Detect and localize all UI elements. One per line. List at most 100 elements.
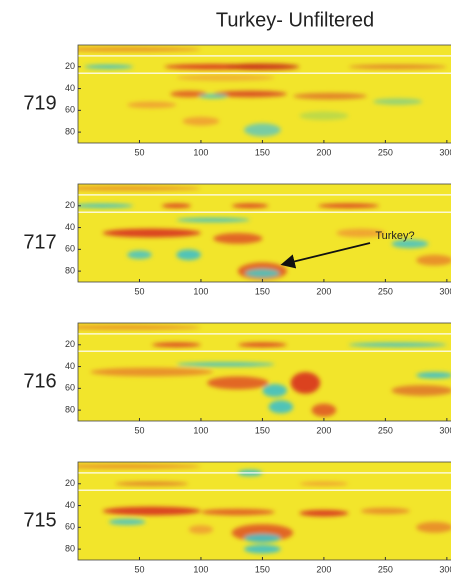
plot-frame <box>77 461 451 561</box>
heatmap-blob <box>78 47 201 52</box>
x-tick-label: 300 <box>439 564 451 574</box>
heatmap-blob <box>336 228 386 238</box>
y-tick-label: 20 <box>65 339 75 349</box>
heatmap-blob <box>102 506 201 516</box>
y-tick-label: 60 <box>65 383 75 393</box>
heatmap-blob <box>391 385 451 396</box>
x-tick-label: 250 <box>378 564 393 574</box>
heatmap-blob <box>176 362 275 367</box>
heatmap-blob <box>299 111 349 121</box>
y-tick-label: 20 <box>65 478 75 488</box>
heatmap-blob <box>317 203 380 208</box>
heatmap-blob <box>102 228 201 238</box>
y-tick-label: 80 <box>65 126 75 136</box>
heatmap-blob <box>299 509 349 517</box>
heatmap-blob <box>78 186 201 191</box>
heatmap-blob <box>78 203 134 208</box>
heatmap-blob <box>108 518 146 526</box>
heatmap-blob <box>176 249 201 261</box>
heatmap-blob <box>90 367 214 377</box>
plot-frame <box>77 322 451 422</box>
panel-label: 717 <box>23 231 56 253</box>
x-tick-label: 200 <box>316 425 331 435</box>
heatmap-blob <box>416 521 451 533</box>
x-tick-label: 50 <box>134 286 144 296</box>
y-tick-label: 20 <box>65 61 75 71</box>
heatmap-blob <box>207 376 269 390</box>
x-tick-label: 50 <box>134 425 144 435</box>
heatmap-blob <box>243 544 281 554</box>
x-tick-label: 150 <box>255 147 270 157</box>
figure-title: Turkey- Unfiltered <box>216 9 374 31</box>
heatmap-panel <box>78 323 451 421</box>
x-tick-label: 150 <box>255 564 270 574</box>
heatmap-blob <box>198 94 228 99</box>
y-tick-label: 40 <box>65 83 75 93</box>
x-tick-label: 200 <box>316 286 331 296</box>
x-tick-label: 300 <box>439 425 451 435</box>
y-tick-label: 20 <box>65 200 75 210</box>
y-tick-label: 80 <box>65 543 75 553</box>
x-tick-label: 250 <box>378 425 393 435</box>
heatmap-blob <box>213 233 263 244</box>
heatmap-texture <box>78 464 451 554</box>
x-tick-label: 250 <box>378 286 393 296</box>
heatmap-panel <box>78 45 451 143</box>
heatmap-blob <box>348 342 447 347</box>
x-tick-label: 300 <box>439 147 451 157</box>
heatmap-blob <box>114 481 189 486</box>
heatmap-blob <box>416 254 451 266</box>
x-tick-label: 150 <box>255 425 270 435</box>
y-tick-label: 80 <box>65 404 75 414</box>
x-tick-label: 50 <box>134 147 144 157</box>
x-tick-label: 100 <box>193 147 208 157</box>
heatmap-blob <box>391 239 429 249</box>
heatmap-blob <box>176 217 251 223</box>
y-tick-label: 40 <box>65 500 75 510</box>
x-tick-label: 250 <box>378 147 393 157</box>
heatmap-blob <box>225 63 300 71</box>
heatmap-blob <box>78 464 201 469</box>
y-tick-label: 60 <box>65 105 75 115</box>
heatmap-blob <box>243 533 281 543</box>
x-tick-label: 300 <box>439 286 451 296</box>
x-tick-label: 50 <box>134 564 144 574</box>
heatmap-blob <box>182 116 220 126</box>
heatmap-blob <box>231 203 269 208</box>
y-tick-label: 80 <box>65 265 75 275</box>
heatmap-blob <box>213 90 288 98</box>
heatmap-panel <box>78 462 451 560</box>
panel-label: 716 <box>23 370 56 392</box>
plot-frame <box>77 183 451 283</box>
heatmap-texture <box>78 325 451 417</box>
heatmap-blob <box>262 383 288 398</box>
heatmap-blob <box>245 268 280 278</box>
x-tick-label: 200 <box>316 147 331 157</box>
heatmap-blob <box>127 250 152 260</box>
heatmap-blob <box>360 507 410 515</box>
y-tick-label: 60 <box>65 522 75 532</box>
heatmap-panel <box>78 184 451 282</box>
annotation: Turkey? <box>375 230 414 242</box>
x-tick-label: 100 <box>193 286 208 296</box>
heatmap-blob <box>293 92 367 100</box>
annotation-arrow <box>280 242 371 269</box>
heatmap-blob <box>311 403 337 417</box>
heatmap-blob <box>416 372 451 379</box>
heatmap-blob <box>290 372 321 394</box>
x-tick-label: 150 <box>255 286 270 296</box>
panel-label: 719 <box>23 92 56 114</box>
heatmap-blob <box>237 342 288 347</box>
heatmap-blob <box>348 64 447 69</box>
heatmap-blob <box>78 325 201 330</box>
heatmap-blob <box>170 90 208 98</box>
heatmap-blob <box>151 342 201 347</box>
heatmap-blob <box>161 203 192 208</box>
y-tick-label: 60 <box>65 244 75 254</box>
heatmap-blob <box>176 74 275 81</box>
heatmap-blob <box>299 481 349 486</box>
heatmap-blob <box>200 508 275 516</box>
heatmap-blob <box>127 101 177 109</box>
heatmap-blob <box>243 123 281 137</box>
